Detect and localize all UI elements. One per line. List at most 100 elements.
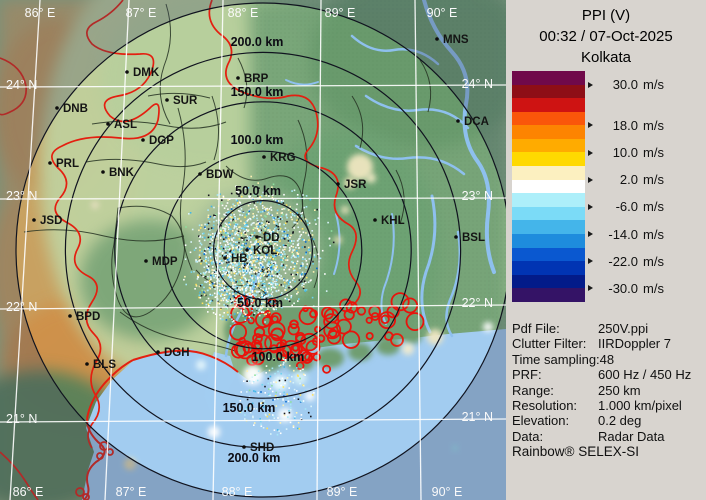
map-graphic [286, 279, 289, 281]
map-graphic [285, 284, 288, 287]
map-graphic [267, 251, 270, 253]
map-graphic [267, 265, 270, 267]
map-graphic [214, 258, 217, 261]
map-graphic [230, 276, 232, 278]
map-graphic [254, 274, 256, 276]
map-graphic [252, 208, 254, 211]
map-graphic [268, 195, 270, 197]
map-graphic [265, 239, 267, 242]
map-graphic [270, 283, 272, 286]
map-graphic [284, 227, 287, 229]
station-label: BLS [93, 359, 116, 371]
map-graphic [268, 208, 271, 210]
map-graphic [296, 222, 299, 225]
map-graphic [204, 274, 206, 276]
map-graphic [278, 430, 280, 432]
map-graphic [205, 258, 207, 261]
map-graphic [250, 244, 253, 246]
map-graphic [235, 245, 238, 247]
map-graphic [260, 423, 262, 426]
map-graphic [225, 299, 228, 301]
map-graphic [280, 254, 283, 256]
info-row: Pdf File: 250V.ppi [512, 321, 704, 336]
map-graphic [202, 271, 205, 274]
map-graphic [296, 427, 299, 430]
map-graphic [229, 303, 232, 306]
map-graphic [278, 274, 281, 276]
parallel-line [0, 418, 506, 423]
map-graphic [254, 266, 257, 268]
map-graphic [239, 400, 242, 402]
map-graphic [297, 244, 299, 246]
map-graphic [261, 264, 264, 267]
map-graphic [233, 221, 235, 224]
map-graphic [215, 284, 218, 287]
map-graphic [267, 209, 269, 211]
map-graphic [246, 238, 248, 241]
map-graphic [289, 248, 291, 251]
map-graphic [246, 391, 248, 393]
info-label: Resolution: [512, 398, 578, 414]
map-graphic [260, 262, 262, 264]
map-graphic [239, 283, 241, 285]
map-graphic [235, 232, 237, 235]
map-graphic [245, 225, 248, 227]
map-graphic [229, 266, 232, 269]
map-graphic [207, 222, 210, 225]
map-graphic [250, 236, 252, 238]
map-graphic [221, 267, 224, 269]
map-graphic [273, 358, 275, 361]
map-graphic [279, 364, 282, 366]
map-graphic [238, 279, 241, 281]
station-marker [68, 314, 72, 318]
map-graphic [270, 382, 272, 384]
map-graphic [270, 293, 273, 295]
map-graphic [202, 275, 204, 278]
map-graphic [281, 259, 284, 261]
map-graphic [273, 308, 275, 311]
map-graphic [247, 260, 249, 262]
map-graphic [311, 296, 314, 299]
map-graphic [199, 297, 202, 299]
map-graphic [245, 289, 247, 292]
map-graphic [283, 412, 286, 415]
map-graphic [205, 303, 208, 306]
map-graphic [215, 254, 218, 257]
map-graphic [222, 196, 225, 199]
map-graphic [324, 273, 326, 275]
map-graphic [208, 271, 210, 273]
map-graphic [264, 385, 266, 388]
info-row: Resolution: 1.000 km/pixel [512, 398, 704, 413]
map-graphic [204, 236, 206, 239]
map-graphic [237, 202, 239, 204]
map-graphic [297, 255, 299, 257]
map-graphic [213, 281, 216, 284]
map-graphic [259, 259, 262, 262]
map-graphic [228, 295, 231, 298]
map-graphic [216, 300, 219, 303]
map-graphic [263, 285, 266, 287]
map-graphic [264, 292, 267, 294]
district-boundary [395, 169, 405, 225]
info-row: Clutter Filter: IIRDoppler 7 [512, 336, 704, 351]
map-graphic [239, 248, 241, 250]
map-graphic [275, 302, 278, 305]
map-graphic [274, 395, 277, 397]
map-graphic [267, 382, 269, 385]
map-graphic [215, 219, 218, 222]
map-graphic [237, 234, 240, 237]
map-graphic [205, 256, 207, 258]
map-graphic [273, 247, 275, 249]
map-graphic [218, 303, 221, 305]
map-graphic [207, 289, 209, 292]
map-graphic [259, 310, 261, 312]
map-graphic [309, 252, 311, 254]
map-graphic [270, 249, 273, 251]
map-graphic [266, 222, 268, 225]
map-graphic [193, 249, 196, 251]
map-graphic [228, 246, 231, 248]
map-graphic [231, 258, 233, 261]
map-graphic [252, 307, 255, 309]
map-graphic [250, 269, 253, 272]
map-graphic [222, 268, 224, 270]
